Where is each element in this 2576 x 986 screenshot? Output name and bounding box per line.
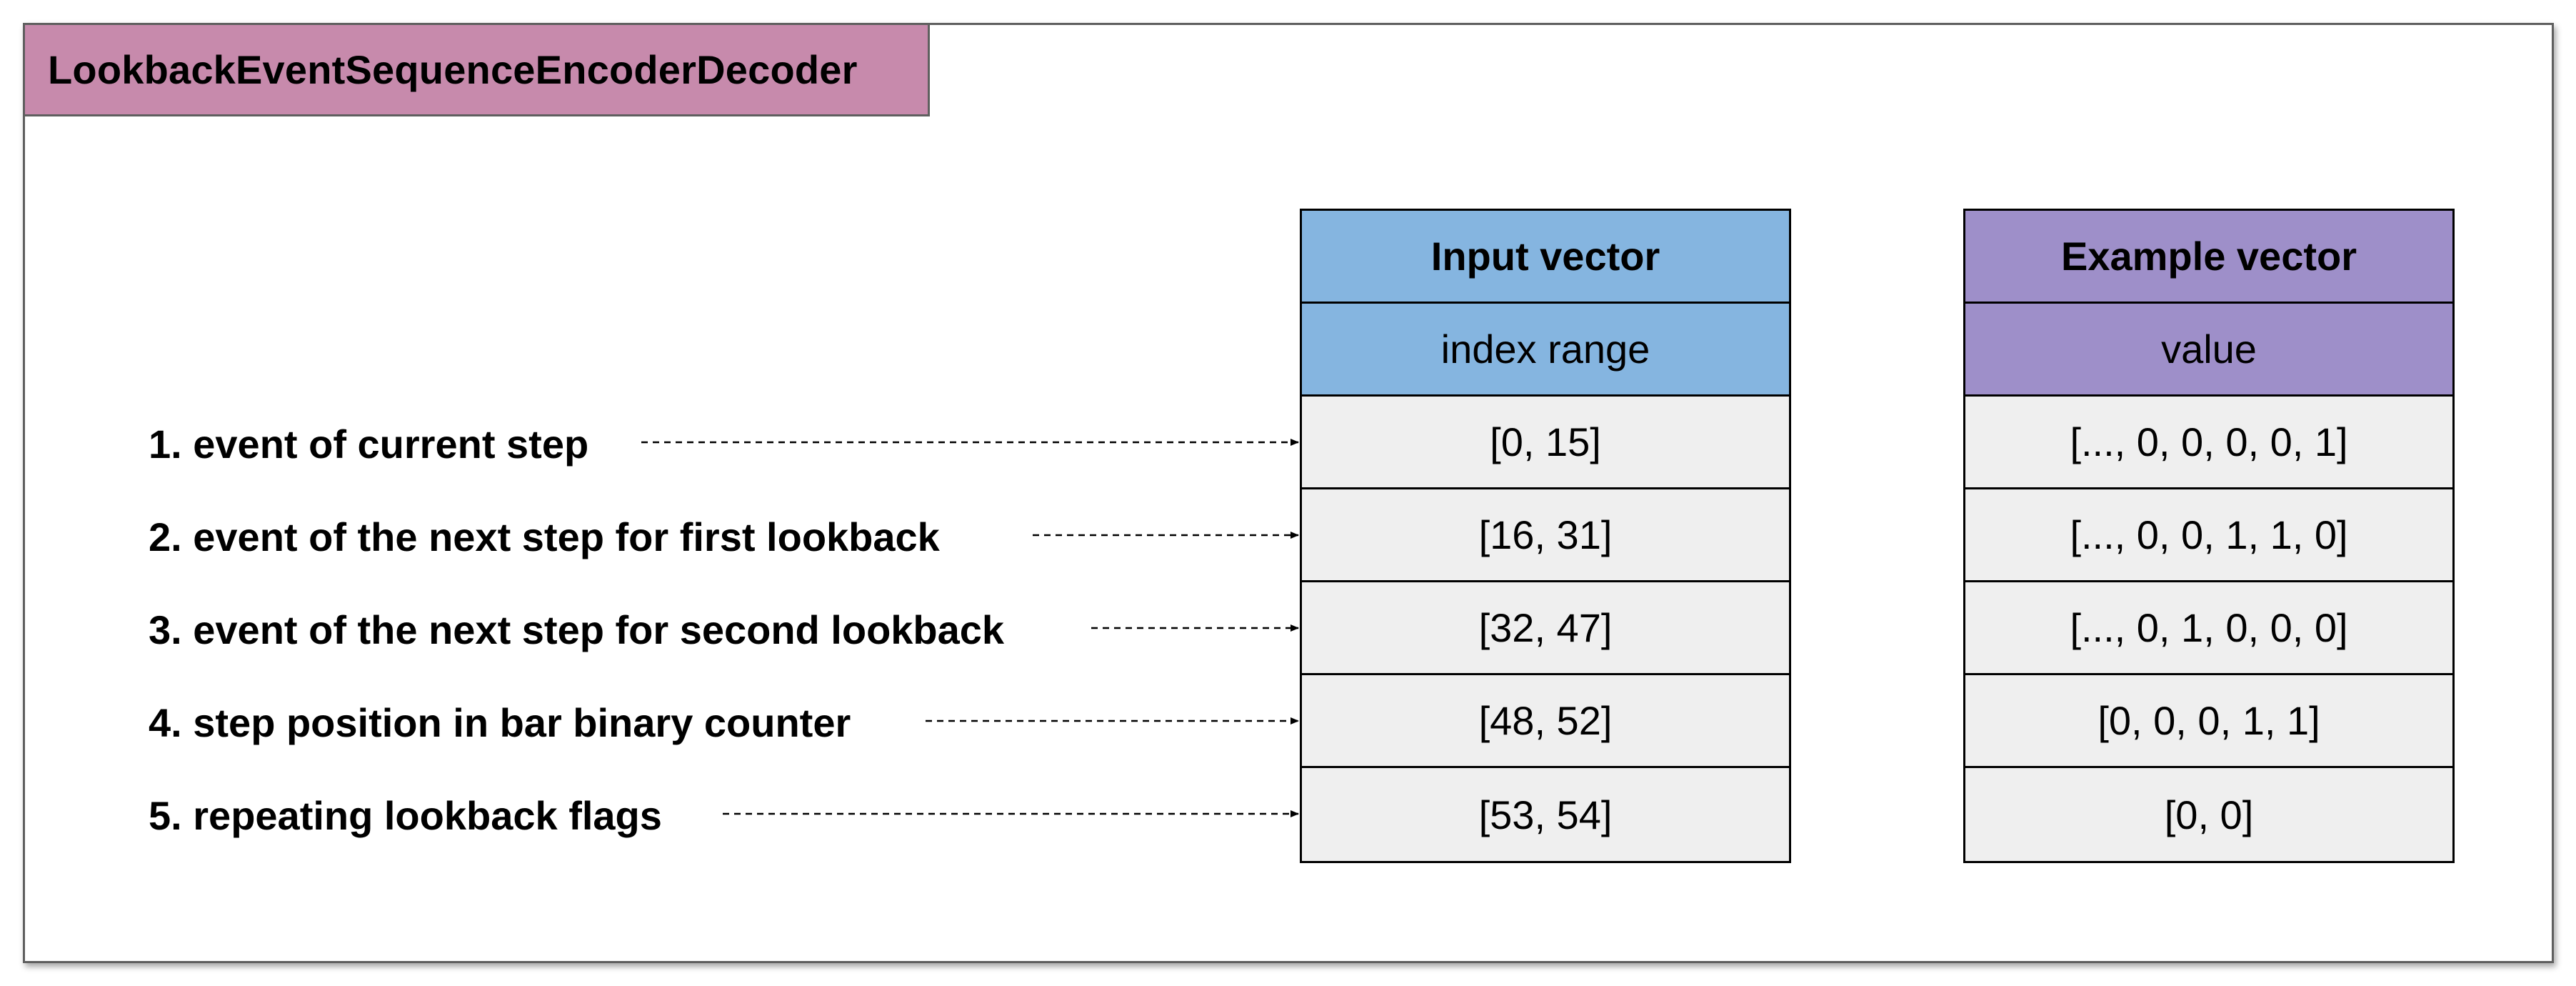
example-value-row-1: [..., 0, 0, 0, 0, 1] bbox=[1965, 397, 2452, 489]
input-range-row-3: [32, 47] bbox=[1302, 582, 1789, 675]
input-range-row-5: [53, 54] bbox=[1302, 768, 1789, 861]
feature-label-4: 4. step position in bar binary counter bbox=[149, 700, 851, 745]
example-value-row-2: [..., 0, 0, 1, 1, 0] bbox=[1965, 489, 2452, 582]
feature-label-5: 5. repeating lookback flags bbox=[149, 793, 662, 838]
example-value-row-4: [0, 0, 0, 1, 1] bbox=[1965, 675, 2452, 768]
input-vector-header: Input vector bbox=[1302, 211, 1789, 304]
diagram-title: LookbackEventSequenceEncoderDecoder bbox=[23, 23, 930, 116]
example-value-row-5: [0, 0] bbox=[1965, 768, 2452, 861]
example-vector-table: Example vector value [..., 0, 0, 0, 0, 1… bbox=[1963, 209, 2455, 863]
input-vector-table: Input vector index range [0, 15] [16, 31… bbox=[1300, 209, 1791, 863]
input-range-row-2: [16, 31] bbox=[1302, 489, 1789, 582]
example-vector-header: Example vector bbox=[1965, 211, 2452, 304]
feature-label-1: 1. event of current step bbox=[149, 422, 589, 467]
input-vector-subheader: index range bbox=[1302, 304, 1789, 397]
example-value-row-3: [..., 0, 1, 0, 0, 0] bbox=[1965, 582, 2452, 675]
input-range-row-1: [0, 15] bbox=[1302, 397, 1789, 489]
example-vector-subheader: value bbox=[1965, 304, 2452, 397]
feature-label-3: 3. event of the next step for second loo… bbox=[149, 607, 1005, 652]
input-range-row-4: [48, 52] bbox=[1302, 675, 1789, 768]
feature-label-2: 2. event of the next step for first look… bbox=[149, 514, 940, 559]
